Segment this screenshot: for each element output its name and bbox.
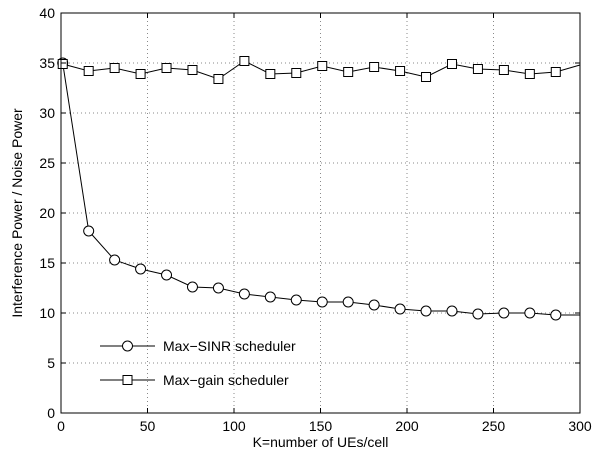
y-tick-label: 30 xyxy=(39,105,55,121)
legend-label: Max−SINR scheduler xyxy=(163,338,296,354)
x-tick-label: 0 xyxy=(57,418,65,434)
y-tick-label: 40 xyxy=(39,5,55,21)
y-tick-label: 35 xyxy=(39,55,55,71)
data-point-circle xyxy=(83,225,95,237)
data-point-circle xyxy=(186,281,198,293)
data-point-circle xyxy=(264,291,276,303)
data-point-circle xyxy=(498,307,510,319)
legend-marker-square xyxy=(122,375,133,385)
data-point-circle xyxy=(161,269,173,281)
data-point-square xyxy=(265,69,276,79)
y-tick-label: 5 xyxy=(47,355,55,371)
plot-series xyxy=(57,56,581,321)
data-point-circle xyxy=(238,288,250,300)
x-tick-label: 300 xyxy=(568,418,592,434)
data-point-square xyxy=(369,62,380,72)
data-point-circle xyxy=(135,263,147,275)
data-point-circle xyxy=(550,309,562,321)
x-axis-label: K=number of UEs/cell xyxy=(253,434,389,450)
data-point-square xyxy=(446,59,457,69)
data-point-circle xyxy=(446,305,458,317)
legend-label: Max−gain scheduler xyxy=(163,372,289,388)
data-point-square xyxy=(395,66,406,76)
data-point-circle xyxy=(524,307,536,319)
y-tick-label: 0 xyxy=(47,405,55,421)
data-point-square xyxy=(291,68,302,78)
x-tick-label: 250 xyxy=(482,418,506,434)
data-point-square xyxy=(109,63,120,73)
data-point-square xyxy=(161,63,172,73)
data-point-circle xyxy=(212,282,224,294)
y-axis-label: Interference Power / Noise Power xyxy=(9,108,25,318)
legend: Max−SINR scheduler Max−gain scheduler xyxy=(100,338,296,388)
legend-marker-circle xyxy=(122,340,133,352)
data-point-square xyxy=(472,64,483,74)
data-point-square xyxy=(57,59,68,69)
data-point-square xyxy=(421,72,432,82)
data-point-circle xyxy=(316,296,328,308)
data-point-square xyxy=(213,74,224,84)
data-point-circle xyxy=(109,254,121,266)
axis-ticks: 0 50 100 150 200 250 300 0 5 10 15 20 25 30 35 40 xyxy=(39,5,591,434)
y-tick-label: 25 xyxy=(39,155,55,171)
x-tick-label: 100 xyxy=(222,418,246,434)
data-point-square xyxy=(343,67,354,77)
data-point-square xyxy=(524,69,535,79)
x-tick-label: 50 xyxy=(140,418,156,434)
data-point-circle xyxy=(420,305,432,317)
data-point-circle xyxy=(290,294,302,306)
x-tick-label: 150 xyxy=(309,418,333,434)
y-tick-label: 20 xyxy=(39,205,55,221)
y-tick-label: 10 xyxy=(39,305,55,321)
data-point-square xyxy=(498,65,509,75)
series-max-gain xyxy=(57,56,581,84)
data-point-square xyxy=(317,61,328,71)
data-point-circle xyxy=(472,308,484,320)
data-point-circle xyxy=(394,303,406,315)
data-point-square xyxy=(83,66,94,76)
y-tick-label: 15 xyxy=(39,255,55,271)
series-max-sinr xyxy=(57,57,580,321)
data-point-square xyxy=(135,69,146,79)
x-tick-label: 200 xyxy=(395,418,419,434)
data-point-square xyxy=(550,67,561,77)
data-point-circle xyxy=(368,299,380,311)
data-point-square xyxy=(239,56,250,66)
data-point-square xyxy=(187,65,198,75)
data-point-circle xyxy=(342,296,354,308)
